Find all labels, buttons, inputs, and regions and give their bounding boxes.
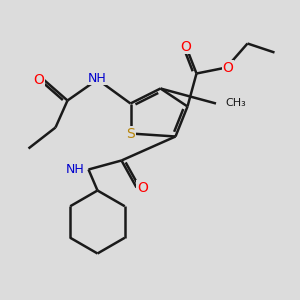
Text: O: O [181, 40, 191, 53]
Text: O: O [137, 181, 148, 194]
Text: O: O [34, 73, 44, 86]
Text: CH₃: CH₃ [225, 98, 246, 109]
Text: S: S [126, 127, 135, 140]
Text: O: O [223, 61, 233, 74]
Text: NH: NH [88, 71, 107, 85]
Text: NH: NH [65, 163, 84, 176]
